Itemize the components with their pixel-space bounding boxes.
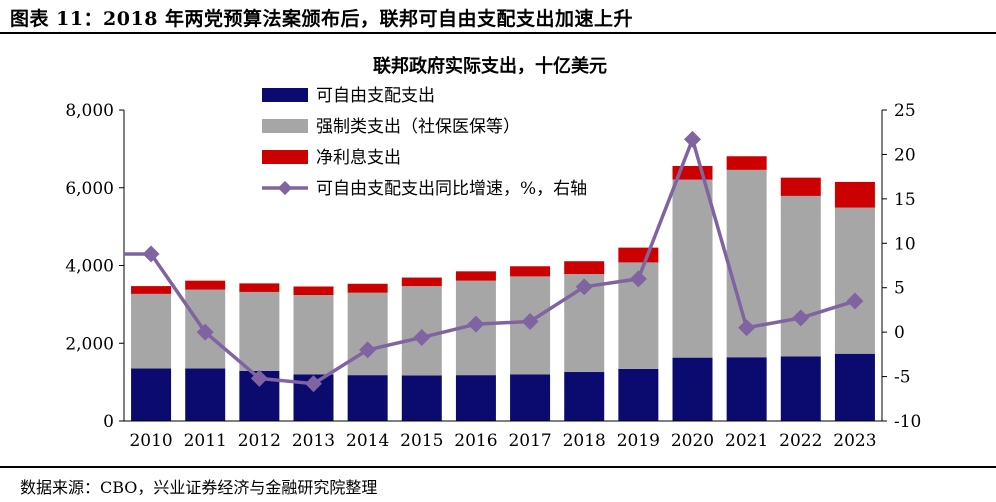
figure-title: 图表 11：2018 年两党预算法案颁布后，联邦可自由支配支出加速上升 [10,8,634,30]
legend-label-3: 可自由支配支出同比增速，%，右轴 [316,179,587,199]
bar-s2-2019 [618,247,659,263]
growth-point-2019 [629,270,647,288]
legend-label-0: 可自由支配支出 [316,86,435,106]
chart: 联邦政府实际支出，十亿美元 0 2,000 4,000 6,000 8,000 -10 -5… [65,55,921,451]
bar-s0-2016 [455,375,496,421]
x-tick-label: 2014 [346,431,389,451]
bar-s0-2014 [347,375,388,421]
y-right-tick-label: 5 [894,279,905,299]
bar-s2-2018 [564,261,605,275]
bar-s1-2020 [672,179,713,358]
growth-point-2021 [738,319,756,337]
x-tick-label: 2022 [779,431,822,451]
y-right-tick-label: -10 [894,412,921,432]
bar-s2-2010 [131,286,172,294]
source-note: 数据来源：CBO，兴业证券经济与金融研究院整理 [20,478,378,497]
bar-s0-2019 [618,368,659,421]
legend-swatch-1 [262,119,308,133]
bar-s2-2023 [834,181,875,208]
bar-s0-2015 [401,375,442,421]
x-tick-label: 2018 [563,431,606,451]
legend-swatch-2 [262,150,308,164]
bar-s2-2021 [726,156,767,170]
bar-s1-2022 [780,195,821,357]
bar-s2-2011 [185,280,226,290]
bar-s1-2012 [239,291,280,371]
x-tick-label: 2016 [454,431,497,451]
y-left-tick-label: 0 [103,412,114,432]
bar-s2-2013 [293,286,334,296]
bar-s0-2021 [726,357,767,421]
growth-point-2023 [846,292,864,310]
growth-point-2013 [305,375,322,393]
bottom-rule [0,466,996,468]
growth-point-2012 [250,369,268,387]
y-left-tick-label: 6,000 [65,179,114,199]
growth-point-2020 [684,130,701,148]
legend-marker-3 [277,180,293,196]
x-tick-label: 2012 [238,431,281,451]
bar-s1-2013 [293,295,334,375]
line-layer [124,130,864,393]
x-tick-label: 2021 [725,431,768,451]
bar-s0-2022 [780,356,821,421]
y-left-tick-label: 2,000 [65,334,114,354]
bar-s0-2011 [185,368,226,421]
bar-s1-2023 [834,207,875,354]
bar-s0-2017 [510,374,551,421]
bar-s2-2017 [510,266,551,277]
bar-s2-2014 [347,283,388,293]
legend-label-2: 净利息支出 [316,148,401,168]
x-tick-label: 2013 [292,431,335,451]
bar-s0-2023 [834,353,875,421]
x-tick-label: 2020 [671,431,714,451]
growth-point-2011 [196,323,214,341]
axes-layer: 0 2,000 4,000 6,000 8,000 -10 -5 0 5 10 15 20 25 2010… [65,101,921,451]
y-right-tick-label: 0 [894,323,905,343]
bar-s2-2015 [401,277,442,287]
growth-point-2016 [467,315,485,333]
bar-s2-2016 [455,271,496,281]
bar-s2-2012 [239,283,280,292]
x-tick-label: 2023 [833,431,876,451]
x-tick-label: 2010 [129,431,172,451]
y-right-tick-label: 25 [894,101,916,121]
x-tick-label: 2011 [184,431,227,451]
x-tick-label: 2017 [508,431,551,451]
bar-s0-2020 [672,357,713,421]
chart-title: 联邦政府实际支出，十亿美元 [373,55,607,77]
growth-point-2014 [359,341,377,359]
bar-s0-2010 [131,368,172,421]
x-tick-label: 2019 [617,431,660,451]
y-left-tick-label: 8,000 [65,101,114,121]
growth-point-2017 [521,312,539,330]
top-rule [0,32,996,34]
bar-s0-2018 [564,372,605,421]
bar-s1-2014 [347,292,388,376]
y-right-tick-label: -5 [894,368,911,388]
growth-point-2018 [575,278,593,296]
y-right-tick-label: 15 [894,190,916,210]
bar-s1-2010 [131,293,172,369]
y-right-tick-label: 20 [894,145,916,165]
legend-label-1: 强制类支出（社保医保等） [316,117,520,137]
growth-point-2022 [792,309,810,327]
bar-s2-2022 [780,177,821,196]
legend-swatch-0 [262,88,308,102]
y-right-tick-label: 10 [894,234,916,254]
y-left-tick-label: 4,000 [65,257,114,277]
x-tick-label: 2015 [400,431,443,451]
growth-point-2010 [142,245,160,263]
growth-point-2015 [413,328,431,346]
